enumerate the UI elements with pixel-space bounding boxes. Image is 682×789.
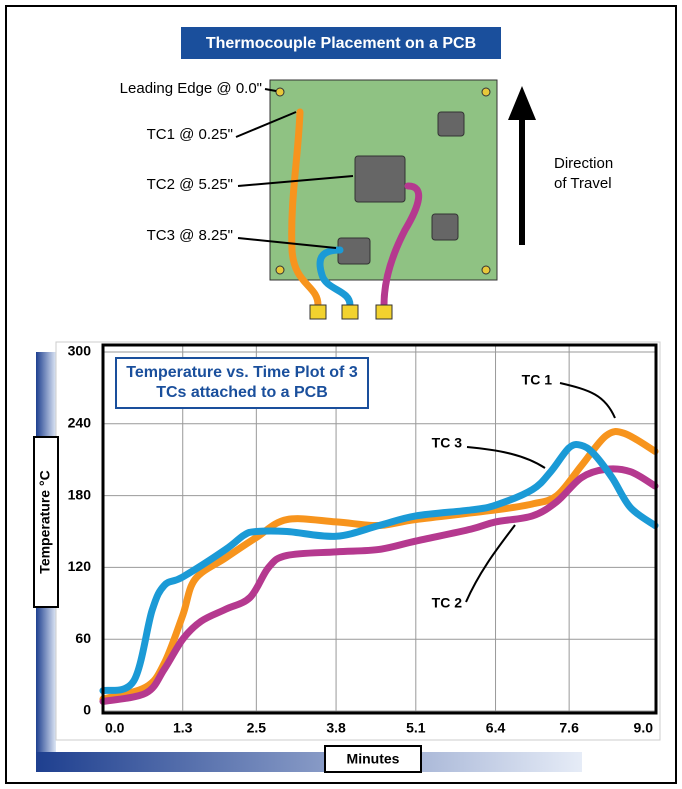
shadow — [36, 752, 582, 772]
x-tick-label: 3.8 — [326, 720, 346, 736]
direction-label: of Travel — [554, 175, 612, 192]
x-label-box — [324, 745, 422, 773]
plot — [99, 345, 659, 713]
x-tick-label: 0.0 — [105, 720, 125, 736]
label: TC3 @ 8.25" — [147, 227, 233, 244]
x-tick-label: 5.1 — [406, 720, 426, 736]
y-axis-label: Temperature °C — [37, 470, 53, 573]
label: TC1 @ 0.25" — [147, 126, 233, 143]
series-line — [99, 428, 659, 703]
y-tick-label: 120 — [68, 558, 92, 574]
direction-label: Direction — [554, 155, 613, 172]
series-label: TC 1 — [522, 372, 553, 388]
x-tick-label: 7.6 — [559, 720, 579, 736]
connectors — [309, 304, 393, 320]
direction-arrow — [508, 86, 536, 245]
chart-title: Temperature vs. Time Plot of 3 TCs attac… — [115, 357, 369, 409]
y-tick-label: 0 — [83, 702, 91, 718]
y-tick-label: 240 — [68, 415, 92, 431]
pointers — [235, 88, 354, 249]
holes — [275, 87, 491, 275]
x-tick-label: 1.3 — [173, 720, 193, 736]
y-label-box — [33, 436, 59, 608]
y-tick-label: 180 — [68, 486, 92, 502]
series-label: TC 3 — [432, 435, 463, 451]
series-line — [99, 441, 659, 695]
x-tick-label: 2.5 — [247, 720, 267, 736]
plot-frame — [101, 343, 658, 715]
x-tick-label: 6.4 — [486, 720, 506, 736]
series-line — [99, 465, 659, 705]
series-label: TC 2 — [432, 595, 463, 611]
y-tick-label: 300 — [68, 343, 92, 359]
chips — [337, 111, 465, 265]
diagram-title-box — [179, 25, 503, 61]
y-tick-label: 60 — [75, 630, 91, 646]
x-tick-label: 9.0 — [634, 720, 654, 736]
diagram-title: Thermocouple Placement on a PCB — [206, 35, 476, 52]
series-pointers — [465, 382, 616, 603]
label: TC2 @ 5.25" — [147, 176, 233, 193]
label: Leading Edge @ 0.0" — [120, 80, 262, 97]
x-axis-label: Minutes — [347, 751, 400, 767]
